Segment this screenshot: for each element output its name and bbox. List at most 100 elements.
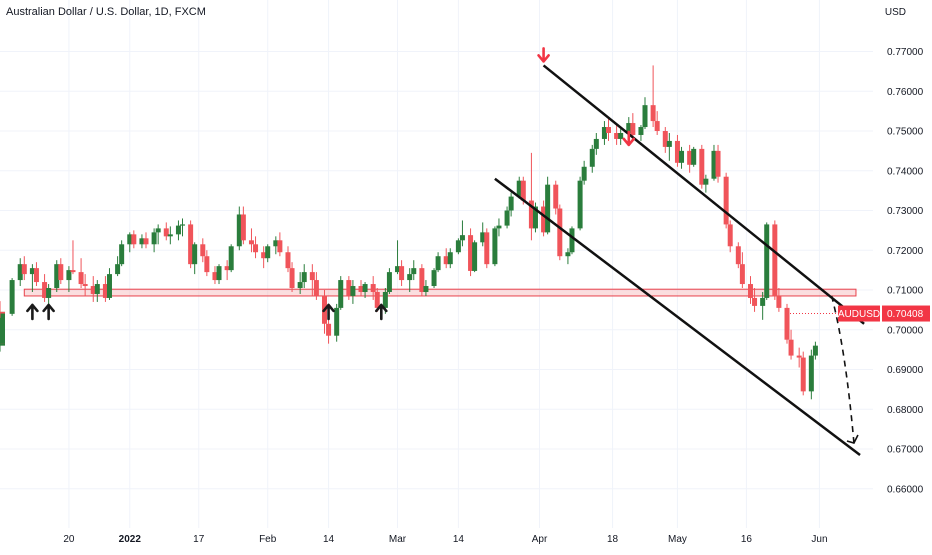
candle-body	[143, 238, 149, 245]
candle-body	[411, 268, 417, 275]
x-tick-label: 20	[63, 534, 75, 545]
candle-body	[447, 252, 453, 265]
candle-body	[674, 140, 680, 163]
candle-body	[90, 286, 96, 294]
candle	[261, 246, 267, 269]
candle	[423, 280, 429, 296]
candle-body	[236, 214, 242, 247]
candle-body	[106, 274, 112, 298]
candle-body	[711, 150, 717, 179]
candle	[285, 246, 291, 273]
candle-body	[760, 297, 766, 306]
y-tick-label: 0.66000	[887, 484, 924, 495]
candle	[800, 351, 806, 396]
candle-body	[240, 214, 246, 241]
candle-body	[480, 232, 486, 243]
candle-body	[687, 150, 693, 165]
candle-body	[78, 272, 84, 285]
candle	[301, 264, 307, 289]
candle	[662, 127, 668, 153]
candle-body	[459, 235, 465, 241]
candle-body	[29, 268, 35, 275]
candle-body	[423, 286, 429, 292]
candle-body	[593, 138, 599, 149]
candle	[399, 260, 405, 287]
candle	[127, 232, 133, 253]
candle	[411, 260, 417, 281]
candle-body	[212, 272, 218, 281]
candle	[812, 341, 818, 360]
currency-label: USD	[884, 7, 906, 18]
candle-body	[545, 184, 551, 233]
upper-trendline	[542, 64, 865, 325]
candle	[151, 228, 157, 253]
candle-body	[277, 240, 283, 253]
candle	[115, 256, 121, 277]
candle	[593, 132, 599, 155]
candle	[687, 144, 693, 173]
candle	[618, 129, 624, 145]
candle-body	[589, 148, 595, 167]
x-tick-label: 14	[453, 534, 465, 545]
candle	[66, 266, 72, 292]
candle	[338, 276, 344, 310]
candle	[443, 248, 449, 269]
up-arrow-icon	[26, 303, 39, 321]
candle-body	[151, 232, 157, 245]
candle-body	[472, 242, 478, 271]
candle	[772, 220, 778, 300]
candle-body	[228, 246, 234, 271]
candle-body	[581, 166, 587, 181]
candle	[569, 226, 575, 255]
y-tick-label: 0.70000	[887, 325, 924, 336]
candle-body	[192, 244, 198, 265]
candle-body	[553, 184, 559, 209]
candle-body	[204, 256, 210, 273]
x-tick-label: Feb	[259, 534, 277, 545]
symbol-tag-label: AUDUSD	[838, 309, 880, 320]
y-tick-label: 0.77000	[887, 47, 924, 58]
candle-body	[626, 123, 632, 133]
candle	[78, 258, 84, 289]
candle-body	[301, 272, 307, 283]
candle	[350, 280, 356, 304]
candle-body	[407, 274, 413, 281]
candle-body	[784, 307, 790, 340]
candle-body	[216, 266, 222, 281]
candle	[192, 242, 198, 275]
candle	[419, 264, 425, 296]
symbol-tag	[838, 305, 880, 322]
x-tick-label: May	[668, 534, 687, 545]
candle	[228, 244, 234, 273]
candle-body	[102, 284, 108, 298]
projection-arrowhead	[846, 434, 859, 444]
candle	[155, 224, 161, 245]
candle-body	[399, 266, 405, 281]
candle	[727, 220, 733, 253]
candle-body	[691, 148, 697, 165]
candle-body	[541, 206, 547, 233]
candle	[21, 256, 27, 281]
candle	[565, 248, 571, 265]
candle-body	[265, 246, 271, 259]
candle-body	[752, 297, 758, 306]
candle	[545, 176, 551, 235]
candle-body	[435, 256, 441, 271]
y-tick-label: 0.69000	[887, 365, 924, 376]
candle-body	[812, 345, 818, 356]
candle-body	[334, 307, 340, 336]
candle-body	[374, 291, 380, 308]
candle	[175, 220, 181, 241]
candle	[253, 236, 259, 259]
candle-body	[338, 280, 344, 308]
y-tick-label: 0.72000	[887, 246, 924, 257]
candle-body	[0, 311, 5, 314]
candle-body	[484, 232, 490, 265]
candle-body	[800, 357, 806, 392]
candle	[760, 291, 766, 320]
down-arrow-icon	[622, 130, 636, 147]
candle-body	[180, 224, 186, 226]
candle-body	[167, 234, 173, 237]
